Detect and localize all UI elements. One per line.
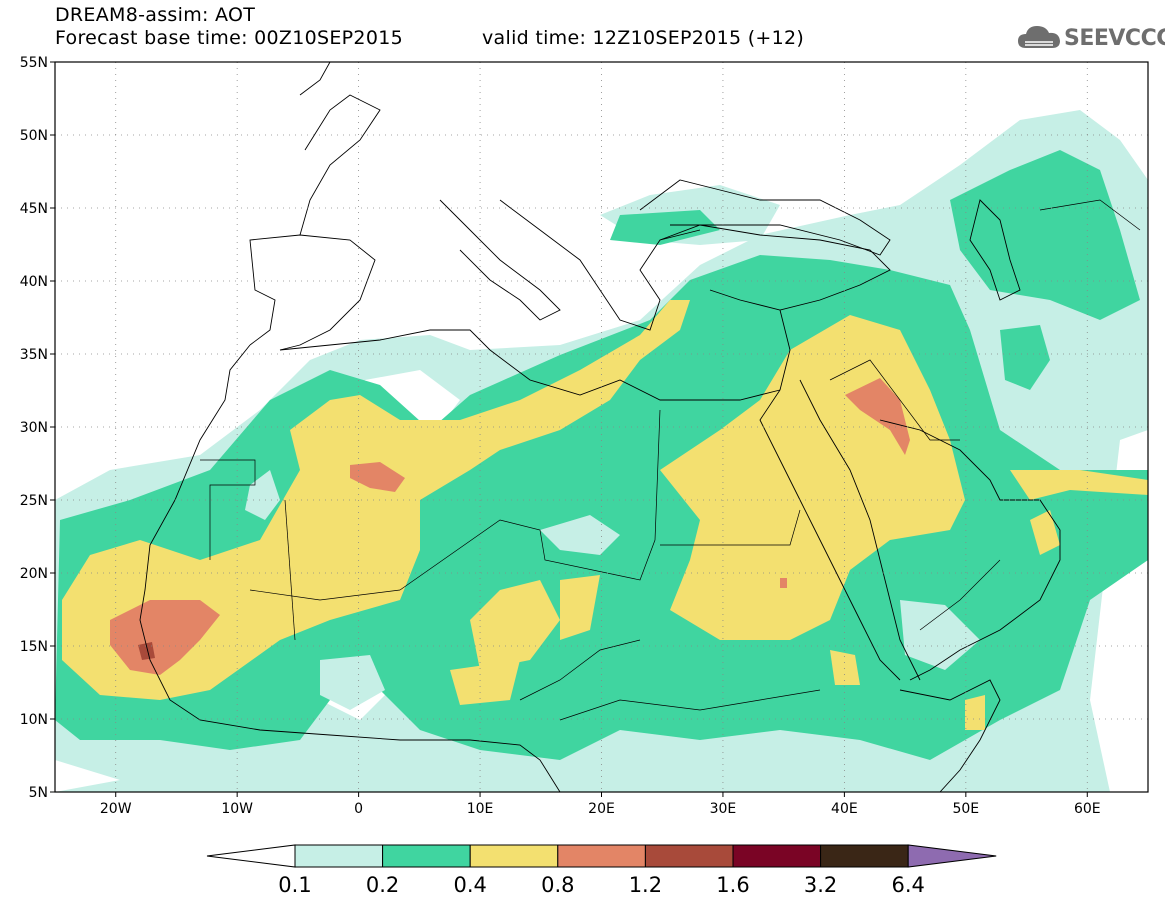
colorbar-label: 0.1 [278, 873, 311, 897]
lat-tick-label: 5N [29, 785, 48, 801]
longitude-labels: 20W 10W 0 10E 20E 30E 40E 50E 60E [100, 792, 1101, 817]
colorbar-swatch [557, 844, 646, 868]
latitude-labels: 55N 50N 45N 40N 35N 30N 25N 20N 15N 10N 5N [20, 55, 55, 801]
colorbar-swatch [644, 844, 734, 868]
political-borders [200, 199, 1141, 721]
colorbar-label: 0.8 [541, 873, 574, 897]
colorbar-label: 3.2 [804, 873, 837, 897]
lon-tick-label: 60E [1074, 801, 1101, 817]
lon-tick-label: 10E [467, 801, 494, 817]
lat-tick-label: 40N [20, 274, 48, 290]
colorbar-swatch [732, 844, 822, 868]
colorbar-label: 0.2 [366, 873, 399, 897]
lat-tick-label: 55N [20, 55, 48, 71]
lon-tick-label: 0 [354, 801, 363, 817]
lat-tick-label: 10N [20, 712, 48, 728]
lat-tick-label: 20N [20, 566, 48, 582]
colorbar-swatch [469, 844, 559, 868]
map-title: DREAM8-assim: AOT [55, 4, 256, 26]
lon-tick-label: 10W [221, 801, 253, 817]
colorbar-label: 6.4 [891, 873, 924, 897]
colorbar-over-triangle [907, 844, 997, 868]
lat-tick-label: 45N [20, 201, 48, 217]
colorbar-label: 1.2 [629, 873, 662, 897]
colorbar-under-triangle [206, 844, 296, 868]
lat-tick-label: 35N [20, 347, 48, 363]
colorbar-swatch [294, 844, 384, 868]
colorbar-label: 0.4 [453, 873, 486, 897]
valid-time: valid time: 12Z10SEP2015 (+12) [482, 27, 805, 49]
lon-tick-label: 20W [100, 801, 132, 817]
lat-tick-label: 15N [20, 639, 48, 655]
colorbar-swatch [382, 844, 471, 868]
graticule [55, 62, 1148, 792]
aot-level-1.2 [138, 642, 155, 660]
lat-tick-label: 25N [20, 493, 48, 509]
seevccc-logo: SEEVCCC [1016, 22, 1165, 56]
cloud-icon [1018, 26, 1060, 48]
lat-tick-label: 30N [20, 420, 48, 436]
coastlines [139, 62, 1061, 792]
lon-tick-label: 20E [588, 801, 615, 817]
colorbar-label: 1.6 [716, 873, 749, 897]
lon-tick-label: 40E [831, 801, 858, 817]
logo-text: SEEVCCC [1064, 26, 1165, 51]
lon-tick-label: 50E [952, 801, 979, 817]
lon-tick-label: 30E [710, 801, 737, 817]
forecast-base-time: Forecast base time: 00Z10SEP2015 [55, 27, 403, 49]
aot-level-0.8 [110, 378, 910, 675]
lat-tick-label: 50N [20, 128, 48, 144]
colorbar-swatch [820, 844, 909, 868]
